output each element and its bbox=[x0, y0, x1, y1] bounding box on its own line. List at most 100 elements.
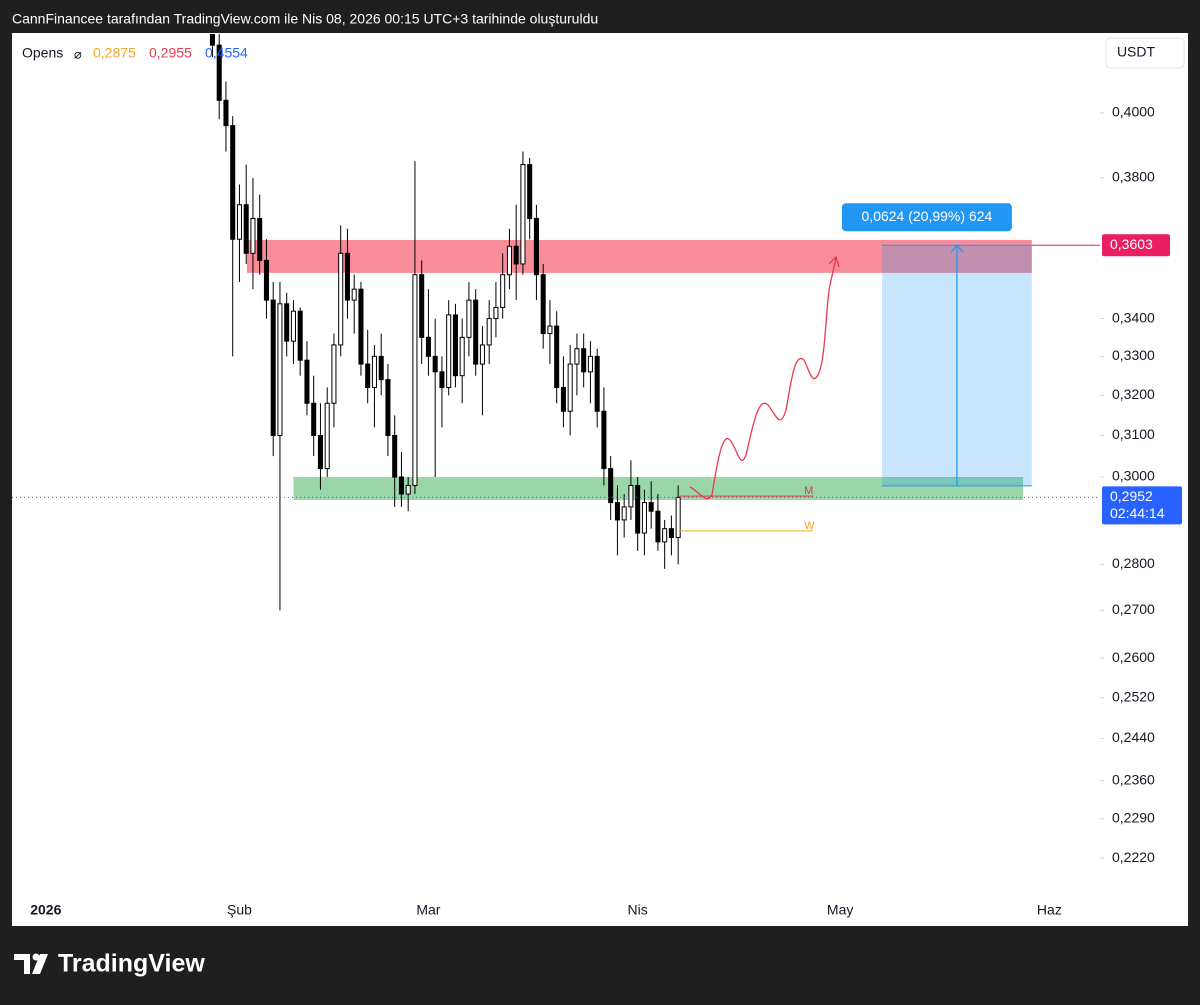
x-tick-label: May bbox=[827, 902, 853, 918]
candle-body bbox=[432, 355, 438, 373]
candle-body bbox=[263, 259, 269, 301]
header: CannFinancee tarafından TradingView.com … bbox=[12, 11, 598, 27]
drawn-arrowhead bbox=[828, 255, 840, 268]
y-tick-label: 0,2290 bbox=[1112, 809, 1155, 825]
logo-mark bbox=[14, 954, 30, 974]
logo-dot bbox=[32, 953, 40, 961]
candle-body bbox=[236, 204, 242, 240]
legend: Opens ⌀ bbox=[22, 45, 82, 62]
y-tick-label: 0,2700 bbox=[1112, 601, 1155, 617]
candle-body bbox=[506, 245, 512, 276]
candle-body bbox=[621, 506, 627, 521]
candle-body bbox=[513, 245, 519, 265]
candle-body bbox=[459, 336, 465, 377]
candle-body bbox=[419, 274, 425, 338]
currency-box[interactable] bbox=[1105, 37, 1185, 69]
candle-body bbox=[466, 299, 472, 338]
candle-body bbox=[560, 386, 566, 412]
candle-body bbox=[533, 217, 539, 276]
candle-body bbox=[425, 336, 431, 357]
candle-body bbox=[554, 325, 560, 388]
target-price-box bbox=[1102, 234, 1170, 257]
y-tick-label: 0,2360 bbox=[1112, 771, 1155, 787]
candle-body bbox=[243, 204, 249, 254]
countdown: 02:44:14 bbox=[1110, 505, 1165, 521]
indicator-value: 0,2955 bbox=[149, 45, 192, 61]
candle-body bbox=[216, 44, 222, 101]
plot-area: WM bbox=[209, 34, 1032, 611]
x-tick-label: 2026 bbox=[30, 902, 61, 918]
y-tick-label: 0,3100 bbox=[1112, 426, 1155, 442]
candle-body bbox=[351, 288, 357, 301]
logo-slash bbox=[32, 954, 48, 974]
candle-body bbox=[594, 355, 600, 412]
candle-body bbox=[635, 484, 641, 534]
y-tick-label: 0,2800 bbox=[1112, 555, 1155, 571]
candle-body bbox=[398, 476, 404, 495]
x-tick-label: Haz bbox=[1037, 902, 1062, 918]
y-tick-label: 0,2600 bbox=[1112, 649, 1155, 665]
candle-body bbox=[479, 344, 485, 365]
candle-body bbox=[311, 402, 317, 437]
indicator-name: Opens bbox=[22, 45, 63, 61]
footer-logo: TradingView bbox=[14, 950, 205, 978]
candle-body bbox=[344, 252, 350, 301]
candle-body bbox=[628, 484, 634, 508]
candle-body bbox=[668, 528, 674, 538]
x-tick-label: Şub bbox=[227, 902, 252, 918]
candle-body bbox=[675, 496, 681, 538]
candle-body bbox=[608, 468, 614, 504]
candle-body bbox=[297, 310, 303, 361]
candle-body bbox=[250, 217, 256, 254]
candle-body bbox=[662, 528, 668, 543]
candle-body bbox=[641, 502, 647, 534]
opens-line-label: M bbox=[804, 485, 813, 497]
measure-label: 0,0624 (20,99%) 624 bbox=[862, 208, 993, 224]
candle-body bbox=[392, 435, 398, 478]
candle-body bbox=[331, 344, 337, 404]
candle-body bbox=[540, 274, 546, 335]
candle-body bbox=[439, 371, 445, 388]
y-tick-label: 0,2440 bbox=[1112, 729, 1155, 745]
last-price-box bbox=[1102, 486, 1182, 525]
candle-body bbox=[527, 164, 533, 219]
candle-body bbox=[371, 355, 377, 388]
candle-body bbox=[567, 363, 573, 412]
y-tick-label: 0,2520 bbox=[1112, 688, 1155, 704]
zone bbox=[293, 477, 1024, 500]
candle-body bbox=[473, 299, 479, 365]
candle-body bbox=[412, 274, 418, 486]
candle-body bbox=[290, 310, 296, 342]
candle-body bbox=[446, 314, 452, 388]
candle-body bbox=[304, 359, 310, 404]
candle-body bbox=[601, 410, 607, 470]
target-price-label: 0,3603 bbox=[1110, 236, 1153, 252]
last-price-label: 0,2952 bbox=[1110, 488, 1153, 504]
candle-body bbox=[230, 125, 236, 240]
candle-body bbox=[648, 502, 654, 512]
candle-body bbox=[223, 99, 229, 127]
y-tick-label: 0,3000 bbox=[1112, 468, 1155, 484]
candle-body bbox=[358, 288, 364, 365]
y-tick-label: 0,3300 bbox=[1112, 347, 1155, 363]
candle-body bbox=[500, 274, 506, 308]
candle-body bbox=[385, 379, 391, 437]
currency: USDT bbox=[1117, 44, 1156, 60]
candle-body bbox=[486, 318, 492, 346]
logo-text: TradingView bbox=[58, 950, 205, 978]
candle-body bbox=[257, 217, 263, 261]
indicator-value: 0,4554 bbox=[205, 45, 248, 61]
candle-body bbox=[378, 355, 384, 381]
candle-body bbox=[365, 363, 371, 388]
y-tick-label: 0,3400 bbox=[1112, 309, 1155, 325]
candle-body bbox=[574, 348, 580, 365]
candle-body bbox=[324, 402, 330, 470]
candle-body bbox=[277, 303, 283, 437]
measure-label-box bbox=[841, 203, 1012, 232]
indicator-symbol: ⌀ bbox=[74, 46, 82, 61]
y-tick-label: 0,2220 bbox=[1112, 849, 1155, 865]
drawn-path bbox=[689, 257, 837, 500]
candle-body bbox=[338, 252, 344, 346]
